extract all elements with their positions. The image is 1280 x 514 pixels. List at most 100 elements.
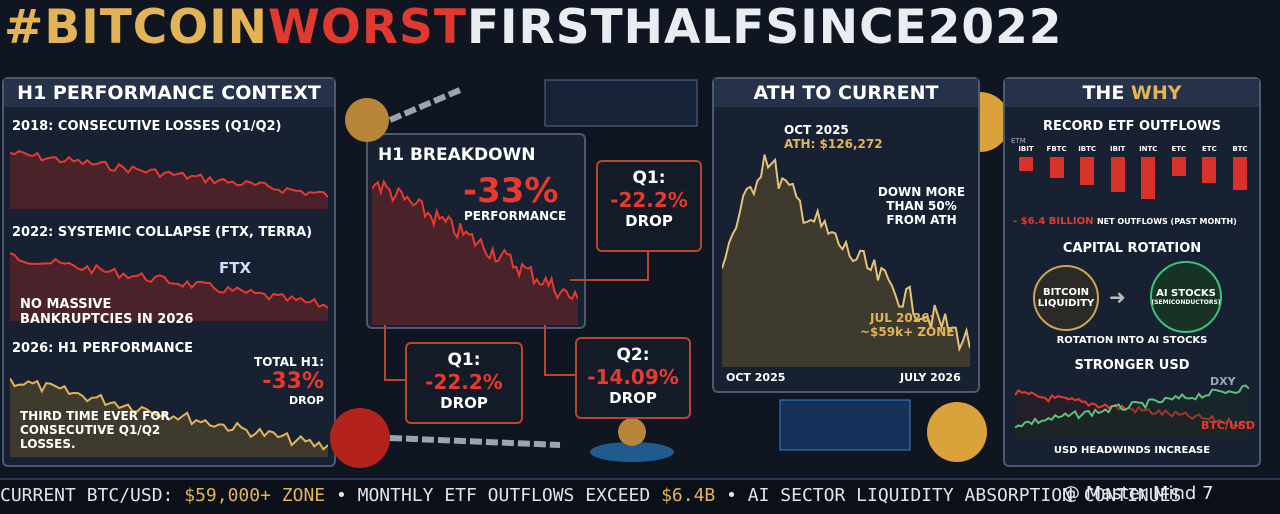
callout-q2: Q2: -14.09% DROP <box>575 337 691 419</box>
rotation-heading: CAPITAL ROTATION <box>1062 241 1202 256</box>
ftx-logo: FTX <box>219 259 252 277</box>
etf-item: IBIT <box>1013 145 1039 199</box>
etf-bar <box>1171 157 1186 176</box>
bitcoin-liquidity: BITCOIN LIQUIDITY <box>1033 265 1099 331</box>
callout-label: Q2: <box>616 345 650 365</box>
sparkline-usd <box>1015 384 1249 437</box>
etf-item: INTC <box>1135 145 1161 199</box>
current-date: JUL 2026: <box>870 311 935 325</box>
why-panel: THE WHY RECORD ETF OUTFLOWS ETM IBIT FBTC… <box>1003 77 1261 467</box>
ticker-part: $59,000+ ZONE <box>184 485 326 506</box>
callout-value: -22.2% <box>610 188 688 212</box>
panel-title: THE WHY <box>1005 79 1259 107</box>
breakdown-value: -33% <box>463 171 559 211</box>
etf-ticker: IBIT <box>1110 145 1126 153</box>
section-heading: 2026: H1 PERFORMANCE <box>12 341 194 356</box>
x-end: JULY 2026 <box>900 371 961 384</box>
etf-total-line: - $6.4 BILLION NET OUTFLOWS (PAST MONTH) <box>1013 216 1237 227</box>
etf-item: IBIT <box>1105 145 1131 199</box>
etf-item: IBTC <box>1074 145 1100 199</box>
screen <box>544 79 698 127</box>
panel-title: ATH TO CURRENT <box>714 79 978 107</box>
etf-ticker: INTC <box>1139 145 1158 153</box>
section-note: NO MASSIVE BANKRUPTCIES IN 2026 <box>20 297 194 327</box>
etf-heading: RECORD ETF OUTFLOWS <box>1043 119 1221 134</box>
decor-line <box>1015 389 1249 428</box>
callout-q1: Q1: -22.2% DROP <box>596 160 702 252</box>
callout-suffix: DROP <box>440 394 488 412</box>
callout-suffix: DROP <box>625 212 673 230</box>
callout-label: Q1: <box>447 350 481 370</box>
etf-ticker: IBTC <box>1078 145 1097 153</box>
sparkline-2022 <box>10 252 328 321</box>
etf-bar <box>1110 157 1125 192</box>
chain <box>389 435 561 448</box>
decor-line <box>10 149 328 198</box>
panel-title: H1 PERFORMANCE CONTEXT <box>4 79 334 107</box>
current-value: ~$59k+ ZONE <box>860 325 955 339</box>
section-heading: 2022: SYSTEMIC COLLAPSE (FTX, TERRA) <box>12 225 313 240</box>
callout-value: -22.2% <box>425 370 503 394</box>
coin <box>927 402 987 462</box>
ath-panel: ATH TO CURRENT OCT 2025 ATH: $126,272 DO… <box>712 77 980 393</box>
title-part: THE <box>1082 82 1131 104</box>
breakdown-panel: H1 BREAKDOWN -33% PERFORMANCE <box>366 133 586 329</box>
etf-ticker: FBTC <box>1046 145 1067 153</box>
connector <box>544 325 575 376</box>
etf-bar <box>1202 157 1217 183</box>
etf-bar <box>1019 157 1033 171</box>
callout-label: Q1: <box>632 168 666 188</box>
ticker-part: • MONTHLY ETF OUTFLOWS EXCEED <box>325 485 662 506</box>
usd-heading: STRONGER USD <box>1074 358 1190 373</box>
sparkline-h1 <box>372 179 578 325</box>
etf-note: NET OUTFLOWS (PAST MONTH) <box>1096 217 1237 226</box>
callout-value: -14.09% <box>587 365 679 389</box>
headline-part: WORST <box>268 0 467 55</box>
sparkline-2018 <box>10 149 328 209</box>
decor-line <box>372 179 578 301</box>
decor-line <box>722 154 970 353</box>
decor-area <box>10 378 328 457</box>
ticker-part: • AI SECTOR LIQUIDITY ABSORPTION CONTINU… <box>715 485 1182 506</box>
laptop <box>779 399 911 451</box>
dxy-label: DXY <box>1210 375 1236 388</box>
hologram-base <box>590 442 674 462</box>
etf-bar <box>1141 157 1156 199</box>
ai-label: AI STOCKS <box>1156 288 1216 299</box>
headline-part: #BITCOIN <box>4 0 269 55</box>
etf-item: ETC <box>1166 145 1192 199</box>
connector <box>384 325 405 381</box>
ticker-part: CURRENT BTC/USD: <box>0 485 185 506</box>
etf-ticker: IBIT <box>1018 145 1034 153</box>
etf-corner: ETM <box>1011 137 1026 145</box>
decor-area <box>1015 390 1249 437</box>
etf-item: ETC <box>1196 145 1222 199</box>
section-heading: 2018: CONSECUTIVE LOSSES (Q1/Q2) <box>12 119 282 134</box>
section-note: THIRD TIME EVER FOR CONSECUTIVE Q1/Q2 LO… <box>20 409 170 451</box>
usd-caption: USD HEADWINDS INCREASE <box>1053 445 1211 456</box>
connector <box>570 250 649 281</box>
decor-line <box>10 377 328 451</box>
etf-item: BTC <box>1227 145 1253 199</box>
total-value: -33% <box>262 369 324 394</box>
context-panel: H1 PERFORMANCE CONTEXT 2018: CONSECUTIVE… <box>2 77 336 467</box>
sparkline-2026 <box>10 377 328 457</box>
etf-bar <box>1049 157 1064 178</box>
etf-row: IBIT FBTC IBTC IBIT INTC ETC ETC BTC <box>1013 145 1253 199</box>
ai-stocks: AI STOCKS (SEMICONDUCTORS) <box>1150 261 1222 333</box>
decor-area <box>372 181 578 325</box>
etf-ticker: ETC <box>1171 145 1187 153</box>
drop-note: DOWN MORE THAN 50% FROM ATH <box>877 185 966 227</box>
etf-bar <box>1080 157 1095 185</box>
coin <box>345 98 389 142</box>
total-label: TOTAL H1: <box>254 355 324 369</box>
headline-part: FIRSTHALFSINCE2022 <box>466 0 1063 55</box>
total-block: TOTAL H1: -33% DROP <box>232 355 324 407</box>
etf-ticker: ETC <box>1202 145 1217 153</box>
etf-item: FBTC <box>1044 145 1070 199</box>
ai-note: (SEMICONDUCTORS) <box>1151 299 1221 306</box>
coin <box>618 418 646 446</box>
coin <box>330 408 390 468</box>
decor-line <box>1015 384 1249 429</box>
